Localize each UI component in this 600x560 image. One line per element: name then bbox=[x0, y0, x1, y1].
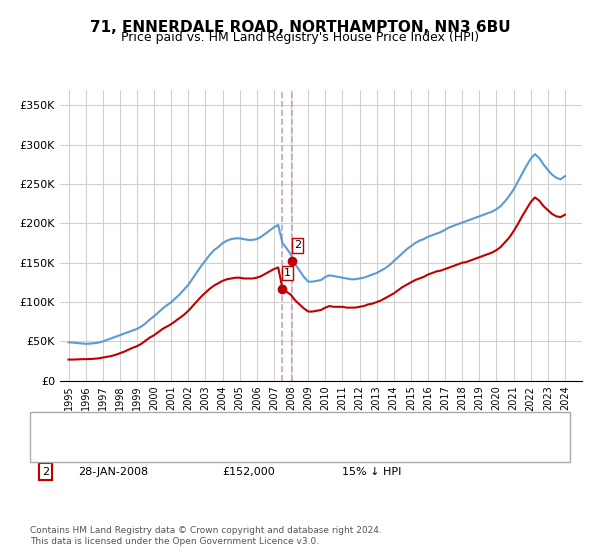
Text: 1: 1 bbox=[284, 268, 291, 278]
Text: ─────: ───── bbox=[60, 410, 97, 424]
Text: 28-JAN-2008: 28-JAN-2008 bbox=[78, 466, 148, 477]
Text: 15% ↓ HPI: 15% ↓ HPI bbox=[342, 466, 401, 477]
Text: 71, ENNERDALE ROAD, NORTHAMPTON, NN3 6BU: 71, ENNERDALE ROAD, NORTHAMPTON, NN3 6BU bbox=[89, 20, 511, 35]
Text: 2: 2 bbox=[294, 240, 301, 250]
Text: ─────: ───── bbox=[60, 422, 97, 435]
Text: £152,000: £152,000 bbox=[222, 466, 275, 477]
Text: 71, ENNERDALE ROAD, NORTHAMPTON, NN3 6BU (semi-detached house): 71, ENNERDALE ROAD, NORTHAMPTON, NN3 6BU… bbox=[108, 412, 516, 422]
Text: 33% ↓ HPI: 33% ↓ HPI bbox=[342, 451, 401, 461]
Text: £117,000: £117,000 bbox=[222, 451, 275, 461]
Text: 29-JUN-2007: 29-JUN-2007 bbox=[78, 451, 149, 461]
Text: 2: 2 bbox=[42, 466, 49, 477]
Text: 1: 1 bbox=[42, 451, 49, 461]
Text: HPI: Average price, semi-detached house, West Northamptonshire: HPI: Average price, semi-detached house,… bbox=[108, 423, 478, 433]
Text: Contains HM Land Registry data © Crown copyright and database right 2024.
This d: Contains HM Land Registry data © Crown c… bbox=[30, 526, 382, 546]
Text: Price paid vs. HM Land Registry's House Price Index (HPI): Price paid vs. HM Land Registry's House … bbox=[121, 31, 479, 44]
